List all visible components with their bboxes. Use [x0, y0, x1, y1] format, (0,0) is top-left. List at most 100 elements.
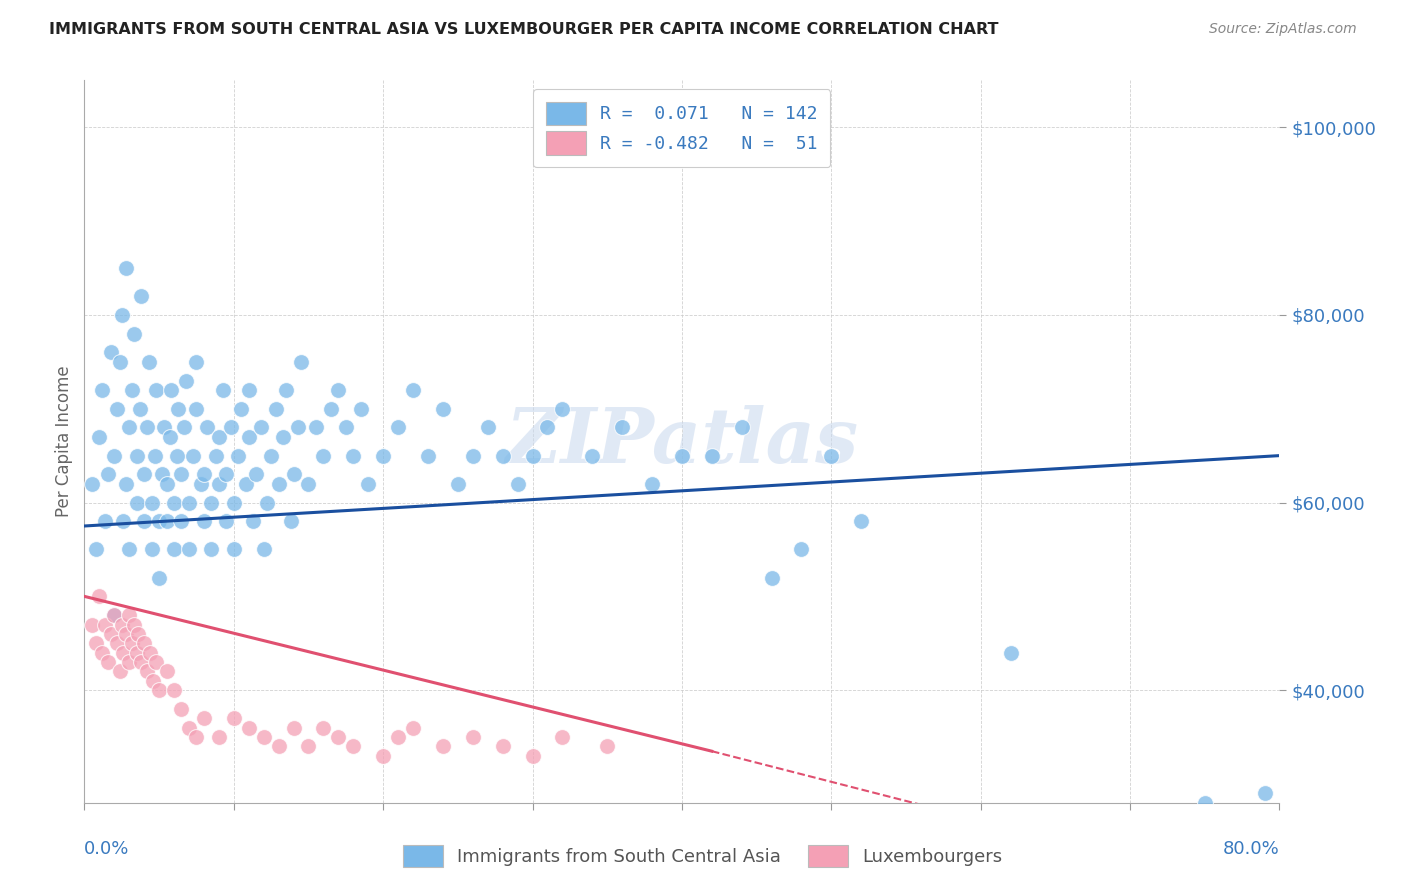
Point	[342, 449, 364, 463]
Point	[342, 739, 364, 754]
Point	[186, 355, 208, 369]
Point	[91, 646, 114, 660]
Point	[139, 646, 162, 660]
Y-axis label: Per Capita Income: Per Capita Income	[55, 366, 73, 517]
Point	[1000, 646, 1022, 660]
Point	[253, 730, 276, 744]
Point	[222, 711, 245, 725]
Point	[150, 467, 173, 482]
Point	[94, 514, 117, 528]
Point	[193, 711, 215, 725]
Point	[122, 326, 145, 341]
Point	[851, 514, 873, 528]
Point	[190, 476, 212, 491]
Point	[111, 617, 134, 632]
Point	[121, 383, 143, 397]
Point	[506, 476, 529, 491]
Point	[264, 401, 287, 416]
Point	[103, 608, 125, 623]
Point	[267, 476, 290, 491]
Point	[238, 383, 260, 397]
Point	[128, 401, 150, 416]
Point	[91, 383, 114, 397]
Point	[129, 655, 152, 669]
Point	[312, 721, 335, 735]
Point	[136, 665, 159, 679]
Point	[121, 636, 143, 650]
Point	[761, 571, 783, 585]
Point	[820, 449, 842, 463]
Point	[267, 739, 290, 754]
Point	[163, 683, 186, 698]
Point	[1253, 786, 1275, 800]
Point	[170, 467, 193, 482]
Point	[155, 665, 177, 679]
Point	[141, 542, 163, 557]
Point	[97, 467, 120, 482]
Point	[319, 401, 342, 416]
Point	[215, 514, 238, 528]
Point	[249, 420, 271, 434]
Point	[100, 345, 122, 359]
Point	[447, 476, 470, 491]
Point	[551, 401, 574, 416]
Point	[477, 420, 499, 434]
Point	[242, 514, 264, 528]
Point	[97, 655, 120, 669]
Point	[357, 476, 380, 491]
Point	[174, 374, 197, 388]
Point	[297, 476, 319, 491]
Point	[416, 449, 439, 463]
Point	[155, 476, 177, 491]
Text: ZIPatlas: ZIPatlas	[505, 405, 859, 478]
Point	[612, 420, 634, 434]
Point	[373, 449, 395, 463]
Point	[103, 449, 125, 463]
Point	[536, 420, 558, 434]
Point	[200, 542, 222, 557]
Point	[145, 383, 167, 397]
Point	[105, 401, 128, 416]
Point	[166, 449, 188, 463]
Point	[110, 355, 132, 369]
Point	[253, 542, 276, 557]
Point	[127, 627, 149, 641]
Point	[193, 467, 215, 482]
Point	[461, 730, 484, 744]
Point	[238, 430, 260, 444]
Text: 0.0%: 0.0%	[84, 840, 129, 858]
Point	[110, 665, 132, 679]
Point	[142, 673, 165, 688]
Point	[461, 449, 484, 463]
Legend: Immigrants from South Central Asia, Luxembourgers: Immigrants from South Central Asia, Luxe…	[396, 838, 1010, 874]
Point	[118, 542, 141, 557]
Point	[143, 449, 166, 463]
Point	[186, 730, 208, 744]
Point	[186, 401, 208, 416]
Point	[141, 495, 163, 509]
Point	[492, 449, 515, 463]
Point	[350, 401, 373, 416]
Point	[115, 627, 138, 641]
Point	[700, 449, 723, 463]
Point	[492, 739, 515, 754]
Point	[222, 495, 245, 509]
Point	[215, 467, 238, 482]
Point	[177, 721, 200, 735]
Point	[274, 383, 297, 397]
Point	[112, 646, 135, 660]
Point	[170, 514, 193, 528]
Point	[115, 476, 138, 491]
Point	[226, 449, 249, 463]
Point	[86, 542, 108, 557]
Point	[522, 748, 544, 763]
Text: 80.0%: 80.0%	[1223, 840, 1279, 858]
Point	[160, 383, 183, 397]
Point	[581, 449, 603, 463]
Point	[596, 739, 619, 754]
Point	[193, 514, 215, 528]
Point	[235, 476, 257, 491]
Point	[208, 430, 231, 444]
Point	[163, 542, 186, 557]
Point	[245, 467, 267, 482]
